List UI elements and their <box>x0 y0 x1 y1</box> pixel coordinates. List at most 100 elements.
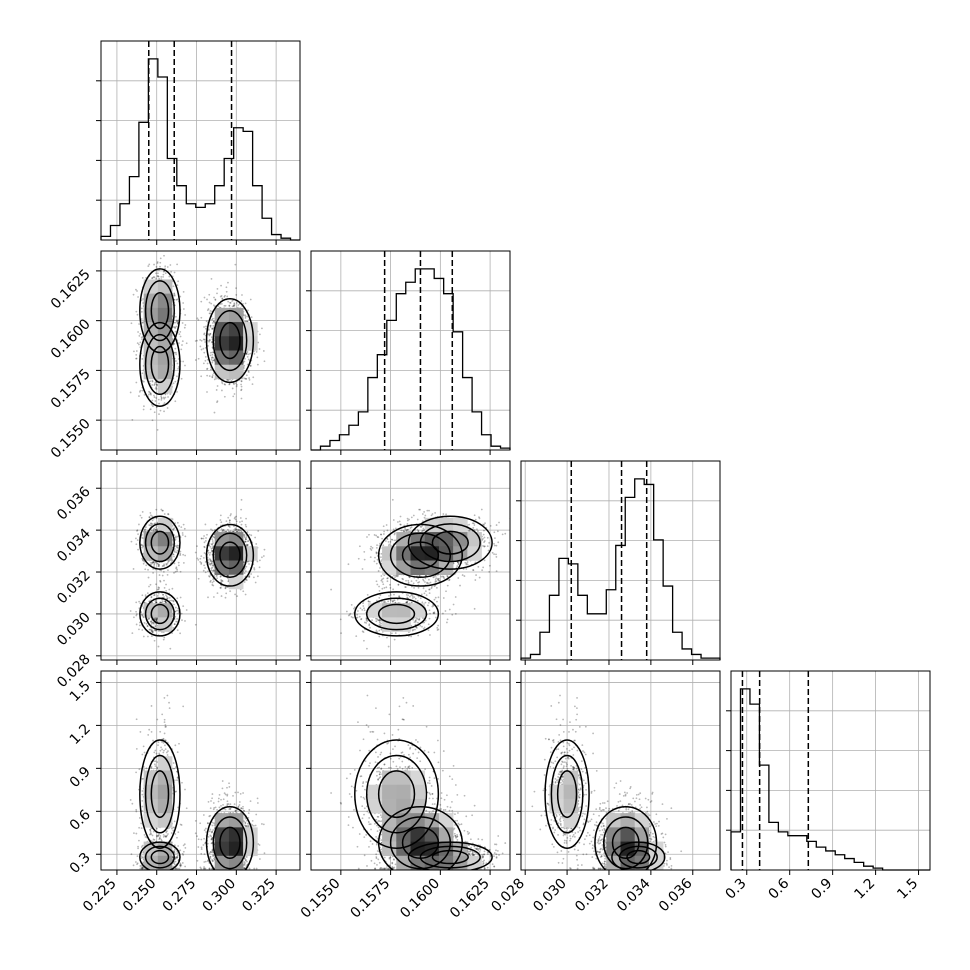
contour-p1-p2-2-1 <box>212 309 248 372</box>
density-cell <box>157 279 173 294</box>
scatter-point <box>176 617 178 620</box>
scatter-point <box>209 560 212 562</box>
scatter-point <box>176 609 178 612</box>
scatter-point <box>207 570 209 573</box>
scatter-point <box>202 362 205 365</box>
scatter-point <box>164 601 167 603</box>
scatter-point <box>211 540 214 542</box>
scatter-point <box>178 333 181 336</box>
scatter-point <box>149 380 152 383</box>
scatter-point <box>234 528 237 531</box>
hist-step-p4 <box>730 688 930 871</box>
scatter-point <box>222 529 225 531</box>
scatter-point <box>136 539 139 542</box>
scatter-point <box>161 600 164 603</box>
scatter-point <box>151 561 154 564</box>
scatter-point <box>157 645 160 648</box>
scatter-point <box>234 263 237 266</box>
scatter-point <box>177 612 180 615</box>
scatter-point <box>197 577 200 580</box>
scatter-point <box>130 322 133 325</box>
scatter-point <box>206 367 209 370</box>
scatter-point <box>175 620 178 623</box>
scatter-point <box>162 638 165 641</box>
scatter-point <box>256 363 259 366</box>
scatter-point <box>163 587 166 589</box>
scatter-point <box>159 409 162 412</box>
scatter-point <box>174 347 177 350</box>
scatter-point <box>212 545 215 548</box>
scatter-point <box>220 521 223 524</box>
scatter-point <box>249 364 252 367</box>
scatter-point <box>173 550 176 553</box>
scatter-point <box>176 544 179 547</box>
scatter-point <box>135 310 138 313</box>
scatter-point <box>140 611 143 614</box>
scatter-point <box>148 391 151 394</box>
scatter-point <box>250 573 253 575</box>
scatter-point <box>220 595 223 597</box>
scatter-point <box>210 302 213 305</box>
scatter-point <box>145 564 148 567</box>
scatter-point <box>166 266 169 268</box>
scatter-point <box>153 565 155 568</box>
scatter-point <box>204 356 207 358</box>
scatter-point <box>229 590 232 593</box>
scatter-point <box>234 529 237 532</box>
scatter-point <box>159 601 162 604</box>
scatter-point <box>226 379 229 381</box>
scatter-point <box>176 597 179 600</box>
scatter-point <box>166 562 169 565</box>
scatter-point <box>176 391 178 393</box>
scatter-point <box>208 575 211 578</box>
scatter-point <box>196 557 199 560</box>
scatter-point <box>166 407 169 409</box>
scatter-point <box>184 324 187 326</box>
scatter-point <box>141 537 144 539</box>
scatter-point <box>199 560 202 563</box>
scatter-point <box>154 618 156 621</box>
scatter-point <box>212 578 215 581</box>
scatter-point <box>237 304 240 306</box>
scatter-point <box>150 403 153 406</box>
scatter-point <box>212 536 215 538</box>
scatter-point <box>224 596 227 599</box>
scatter-point <box>203 552 206 554</box>
scatter-point <box>183 326 186 329</box>
scatter-point <box>249 352 252 355</box>
scatter-point <box>262 350 265 352</box>
scatter-point <box>208 543 211 545</box>
scatter-point <box>164 600 166 603</box>
scatter-point <box>179 570 182 573</box>
scatter-point <box>243 314 245 317</box>
scatter-point <box>197 558 200 561</box>
scatter-point <box>221 530 224 533</box>
scatter-point <box>206 368 208 371</box>
scatter-point <box>240 300 243 302</box>
scatter-point <box>203 332 206 335</box>
scatter-point <box>207 561 210 564</box>
density-cell <box>228 336 244 351</box>
scatter-point <box>174 321 177 324</box>
scatter-point <box>249 365 252 367</box>
scatter-point <box>207 551 210 554</box>
scatter-point <box>176 263 179 266</box>
scatter-point <box>142 302 145 304</box>
scatter-point <box>173 342 176 345</box>
scatter-point <box>210 528 212 531</box>
contour-p1-p2-0-0 <box>139 268 181 354</box>
scatter-point <box>245 374 248 377</box>
scatter-point <box>202 338 205 341</box>
scatter-point <box>172 285 175 288</box>
scatter-points-p1-p2 <box>129 251 266 431</box>
scatter-point <box>214 298 217 301</box>
scatter-point <box>172 600 175 602</box>
scatter-point <box>151 399 154 402</box>
scatter-point <box>237 528 239 531</box>
scatter-point <box>245 565 248 568</box>
contour-p1-p2-1-2 <box>150 345 170 384</box>
scatter-point <box>213 359 216 362</box>
scatter-point <box>156 525 158 527</box>
scatter-point <box>162 396 165 399</box>
